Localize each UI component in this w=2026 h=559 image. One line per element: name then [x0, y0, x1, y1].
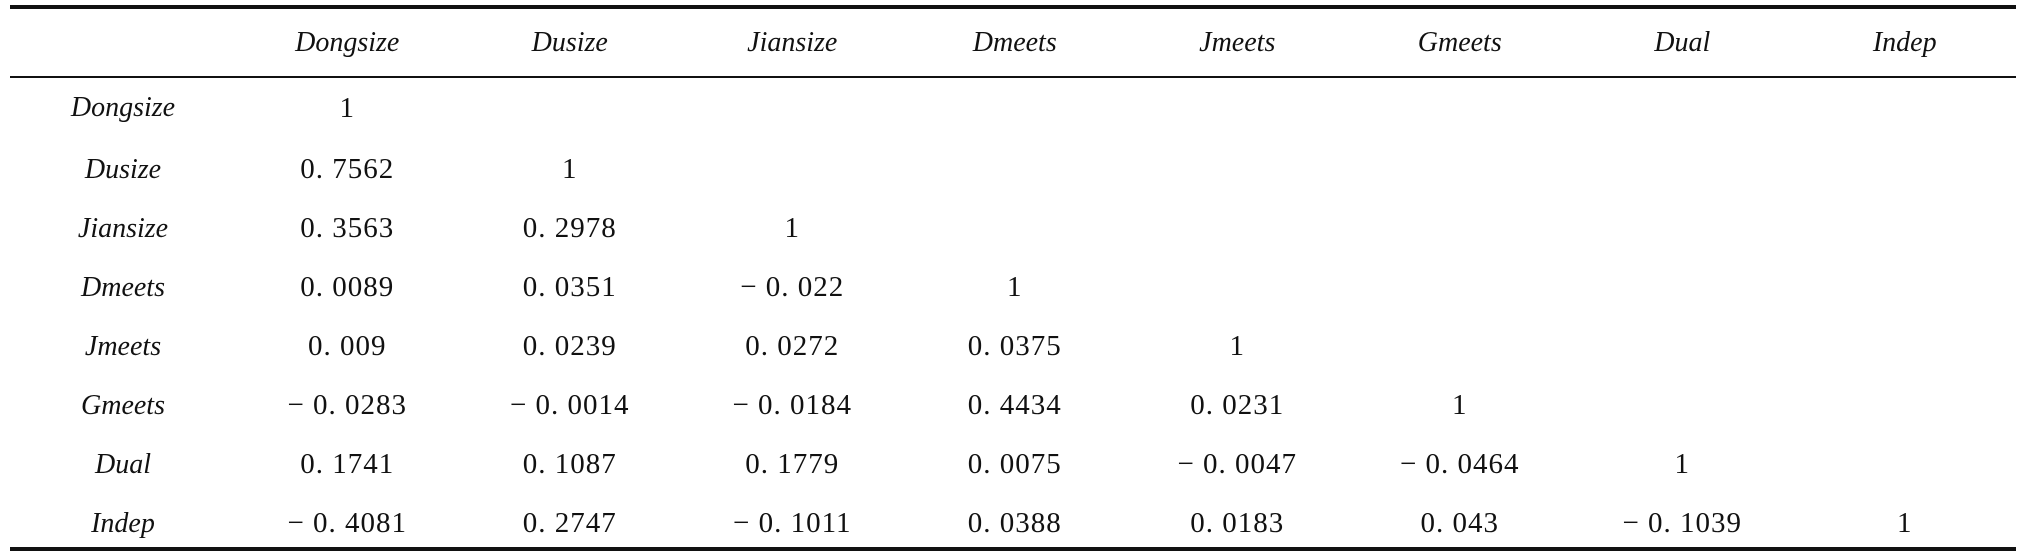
table-bottom-rule	[10, 547, 2016, 551]
table-cell: 0. 1087	[522, 448, 617, 480]
table-cell: − 0. 0283	[287, 389, 408, 421]
table-cell	[1794, 199, 2017, 258]
table-cell	[1126, 199, 1349, 258]
row-label: Dongsize	[70, 92, 176, 123]
table-cell: 0. 1741	[300, 448, 395, 480]
table-cell	[1794, 435, 2017, 494]
table-row: Dmeets 0. 0089 0. 0351 − 0. 022 1	[10, 258, 2016, 317]
table-cell: 0. 4434	[967, 389, 1062, 421]
table-cell: 1	[1897, 507, 1913, 539]
table-cell	[904, 76, 1127, 140]
table-top-rule	[10, 5, 2016, 9]
table-cell: 0. 0272	[745, 330, 840, 362]
table-cell: 0. 2747	[522, 507, 617, 539]
header-cell-dongsize: Dongsize	[295, 26, 400, 58]
table-cell	[1349, 199, 1572, 258]
table-cell	[681, 76, 904, 140]
table-cell	[1571, 317, 1794, 376]
table-cell	[1571, 76, 1794, 140]
table-cell: 0. 0089	[300, 271, 395, 303]
table-cell	[1126, 140, 1349, 199]
table-cell	[1794, 376, 2017, 435]
table-row: Jiansize 0. 3563 0. 2978 1	[10, 199, 2016, 258]
table-cell: 0. 2978	[522, 212, 617, 244]
table-row: Jmeets 0. 009 0. 0239 0. 0272 0. 0375 1	[10, 317, 2016, 376]
header-cell-dual: Dual	[1654, 26, 1711, 58]
table-cell	[1794, 317, 2017, 376]
table-row: Indep − 0. 4081 0. 2747 − 0. 1011 0. 038…	[10, 494, 2016, 553]
row-label: Dusize	[84, 153, 162, 185]
table-cell	[1349, 76, 1572, 140]
table-cell	[1571, 258, 1794, 317]
row-label: Jmeets	[84, 330, 162, 362]
table-cell	[1571, 199, 1794, 258]
table-cell: − 0. 0184	[732, 389, 853, 421]
header-cell-gmeets: Gmeets	[1417, 26, 1502, 58]
table-row: Dual 0. 1741 0. 1087 0. 1779 0. 0075 − 0…	[10, 435, 2016, 494]
table-cell	[904, 140, 1127, 199]
table-header: Dongsize Dusize Jiansize Dmeets Jmeets G…	[10, 9, 2016, 76]
table-cell: − 0. 1039	[1622, 507, 1743, 539]
row-label: Dmeets	[81, 271, 165, 303]
table-cell	[1794, 258, 2017, 317]
table-header-rule	[10, 76, 2016, 78]
table-cell: 0. 0231	[1190, 389, 1285, 421]
table-cell: 0. 0388	[967, 507, 1062, 539]
table-cell	[1571, 140, 1794, 199]
row-label: Dual	[95, 448, 151, 480]
table-cell	[1794, 140, 2017, 199]
table-cell: 0. 3563	[300, 212, 395, 244]
table-cell: 0. 0375	[967, 330, 1062, 362]
table-cell: 0. 043	[1420, 507, 1499, 539]
table-cell: 1	[339, 91, 355, 124]
table-cell: 0. 0075	[967, 448, 1062, 480]
table-cell	[1794, 76, 2017, 140]
table-row: Dongsize 1	[10, 76, 2016, 140]
header-row: Dongsize Dusize Jiansize Dmeets Jmeets G…	[10, 9, 2016, 76]
table-cell: 0. 1779	[745, 448, 840, 480]
header-cell-indep: Indep	[1872, 26, 1937, 58]
table-cell: − 0. 0464	[1399, 448, 1520, 480]
correlation-table: Dongsize Dusize Jiansize Dmeets Jmeets G…	[10, 9, 2016, 553]
table-cell: 1	[1007, 271, 1023, 303]
table-cell	[1349, 258, 1572, 317]
table-cell	[1571, 376, 1794, 435]
table-cell: 1	[1674, 448, 1690, 480]
table-cell: 0. 009	[308, 330, 387, 362]
header-cell-dmeets: Dmeets	[972, 26, 1057, 58]
table-cell	[1349, 140, 1572, 199]
table-cell: 0. 0183	[1190, 507, 1285, 539]
row-label: Gmeets	[81, 389, 165, 421]
table-row: Gmeets − 0. 0283 − 0. 0014 − 0. 0184 0. …	[10, 376, 2016, 435]
table-cell	[1349, 317, 1572, 376]
table-cell	[459, 76, 682, 140]
header-cell-jmeets: Jmeets	[1199, 26, 1276, 58]
header-corner-cell	[10, 9, 236, 76]
table-cell: − 0. 4081	[287, 507, 408, 539]
row-label: Indep	[91, 507, 155, 539]
table-row: Dusize 0. 7562 1	[10, 140, 2016, 199]
table-cell: − 0. 022	[740, 271, 845, 303]
table-cell	[904, 199, 1127, 258]
table-cell: − 0. 0047	[1177, 448, 1298, 480]
table-cell: 0. 0351	[522, 271, 617, 303]
table-cell: − 0. 0014	[509, 389, 630, 421]
row-label: Jiansize	[77, 212, 169, 244]
table-body: Dongsize 1 Dusize 0. 7562 1	[10, 76, 2016, 553]
table-cell: 0. 0239	[522, 330, 617, 362]
header-cell-jiansize: Jiansize	[747, 26, 838, 58]
table-cell	[1126, 76, 1349, 140]
table-cell	[681, 140, 904, 199]
table-cell: 1	[1229, 330, 1245, 362]
table-cell	[1126, 258, 1349, 317]
table-cell: − 0. 1011	[732, 507, 852, 539]
table-cell: 1	[562, 153, 578, 185]
header-cell-dusize: Dusize	[531, 26, 608, 58]
table-cell: 1	[1452, 389, 1468, 421]
table-cell: 0. 7562	[300, 153, 395, 185]
table-cell: 1	[784, 212, 800, 244]
